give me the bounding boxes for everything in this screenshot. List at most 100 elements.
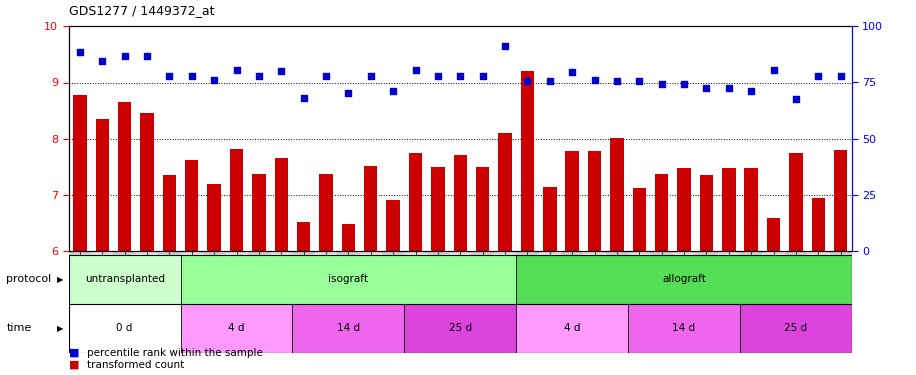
- Point: [722, 85, 736, 91]
- Bar: [404, 304, 517, 352]
- Point: [520, 78, 535, 84]
- Bar: [610, 138, 624, 251]
- Bar: [230, 149, 244, 251]
- Bar: [118, 102, 131, 251]
- Bar: [762, 251, 785, 337]
- Bar: [605, 251, 628, 337]
- Bar: [180, 251, 203, 337]
- Point: [811, 73, 825, 79]
- Bar: [140, 113, 154, 251]
- Bar: [364, 166, 377, 251]
- Bar: [427, 251, 449, 337]
- Point: [72, 48, 87, 54]
- Bar: [722, 168, 736, 251]
- Text: ▶: ▶: [57, 324, 63, 333]
- Bar: [633, 188, 646, 251]
- Point: [431, 73, 445, 79]
- Bar: [740, 251, 762, 337]
- Bar: [69, 251, 91, 337]
- Bar: [292, 304, 404, 352]
- Bar: [292, 251, 315, 337]
- Bar: [207, 184, 221, 251]
- Bar: [382, 251, 404, 337]
- Bar: [588, 151, 601, 251]
- Text: time: time: [6, 323, 32, 333]
- Bar: [517, 304, 628, 352]
- Point: [386, 88, 400, 94]
- Bar: [494, 251, 517, 337]
- Bar: [717, 251, 740, 337]
- Text: 4 d: 4 d: [228, 323, 245, 333]
- Bar: [404, 251, 427, 337]
- Bar: [136, 251, 158, 337]
- Point: [834, 73, 848, 79]
- Point: [252, 73, 267, 79]
- Bar: [583, 251, 605, 337]
- Text: protocol: protocol: [6, 274, 51, 284]
- Text: 25 d: 25 d: [449, 323, 472, 333]
- Bar: [745, 168, 758, 251]
- Bar: [790, 153, 802, 251]
- Point: [117, 53, 132, 58]
- Bar: [337, 251, 360, 337]
- Point: [139, 53, 154, 58]
- Bar: [517, 255, 852, 304]
- Bar: [695, 251, 717, 337]
- Bar: [387, 200, 400, 251]
- Bar: [114, 251, 136, 337]
- Text: 4 d: 4 d: [564, 323, 581, 333]
- Point: [207, 76, 222, 82]
- Point: [475, 73, 490, 79]
- Text: ▶: ▶: [57, 275, 63, 284]
- Bar: [69, 255, 180, 304]
- Point: [542, 78, 557, 84]
- Bar: [91, 251, 114, 337]
- Bar: [476, 167, 489, 251]
- Bar: [628, 304, 740, 352]
- Text: 14 d: 14 d: [337, 323, 360, 333]
- Text: 0 d: 0 d: [116, 323, 133, 333]
- Bar: [185, 160, 199, 251]
- Bar: [655, 174, 669, 251]
- Point: [677, 81, 692, 87]
- Point: [789, 96, 803, 102]
- Point: [744, 88, 758, 94]
- Bar: [252, 174, 266, 251]
- Point: [341, 90, 355, 96]
- Bar: [360, 251, 382, 337]
- Text: ■: ■: [69, 360, 79, 369]
- Bar: [543, 186, 557, 251]
- Point: [453, 73, 467, 79]
- Bar: [807, 251, 830, 337]
- Bar: [677, 168, 691, 251]
- Text: untransplanted: untransplanted: [84, 274, 165, 284]
- Bar: [342, 224, 355, 251]
- Point: [364, 73, 378, 79]
- Point: [319, 73, 333, 79]
- Bar: [69, 304, 180, 352]
- Bar: [650, 251, 673, 337]
- Bar: [565, 151, 579, 251]
- Bar: [163, 176, 176, 251]
- Bar: [180, 304, 292, 352]
- Bar: [95, 119, 109, 251]
- Point: [632, 78, 647, 84]
- Bar: [275, 158, 288, 251]
- Bar: [472, 251, 494, 337]
- Point: [162, 73, 177, 79]
- Bar: [409, 153, 422, 251]
- Point: [184, 73, 199, 79]
- Point: [609, 78, 624, 84]
- Point: [497, 43, 512, 49]
- Bar: [628, 251, 650, 337]
- Text: GDS1277 / 1449372_at: GDS1277 / 1449372_at: [69, 4, 214, 17]
- Point: [409, 67, 423, 73]
- Text: allograft: allograft: [662, 274, 706, 284]
- Bar: [180, 255, 517, 304]
- Bar: [203, 251, 225, 337]
- Point: [274, 68, 289, 74]
- Bar: [320, 174, 333, 251]
- Bar: [315, 251, 337, 337]
- Point: [565, 69, 580, 75]
- Bar: [812, 198, 825, 251]
